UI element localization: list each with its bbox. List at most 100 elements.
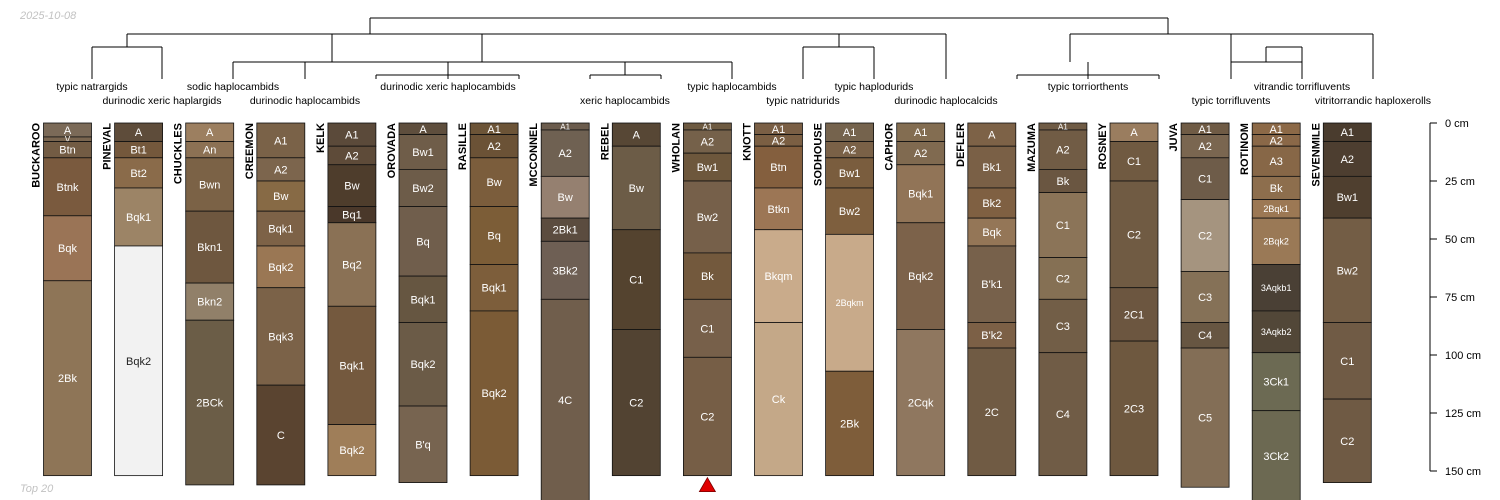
horizon-label: Bkn2 [197,297,222,309]
horizon-label: Bw2 [1337,265,1358,277]
horizon-label: Bw1 [1337,192,1358,204]
horizon-label: 2C [985,407,999,419]
horizon-label: 3Ck2 [1263,451,1289,463]
horizon-label: Btn [770,162,787,174]
horizon-rect [683,356,732,477]
horizon-label: A2 [274,164,287,176]
horizon-label: Bw [344,181,359,193]
horizon-label: Bqk3 [268,331,293,343]
horizon-label: A1 [843,127,856,139]
horizon-label: 2Cqk [908,398,934,410]
horizon-label: Bw [558,192,573,204]
horizon-label: C1 [1056,220,1070,232]
horizon-rect [540,298,590,500]
profile-name: ROSNEY [1097,122,1109,169]
horizon-rect [1251,145,1301,177]
horizon-label: Bqk1 [126,212,151,224]
horizon-rect [256,384,306,486]
profile-name: KELK [315,123,327,153]
horizon-rect [1038,257,1088,300]
horizon-label: C4 [1198,330,1212,342]
dendrogram [91,17,1374,79]
horizon-rect [1180,322,1230,349]
horizon-label: Bw2 [412,183,433,195]
taxon-label: durinodic haplocambids [250,95,360,107]
horizon-label: 3Aqkb2 [1261,327,1292,337]
horizon-label: Bqk1 [908,189,933,201]
profile-name: MAZUMA [1026,123,1038,172]
profile-name: REBEL [599,123,611,161]
profile-name: MCCONNEL [528,123,540,187]
horizon-label: C1 [1127,156,1141,168]
horizon-rect [1109,340,1159,477]
depth-tick-label: 75 cm [1445,292,1475,304]
horizon-rect [1038,298,1088,354]
horizon-rect [1038,129,1088,170]
soil-profile: A An Bwn Bkn1 Bkn2 2BCk CHUCKLES [173,122,235,486]
horizon-label: A [633,130,641,142]
soil-profile: A1 A2 C1 C2 C3 C4 C5 JUVA [1168,122,1230,488]
horizon-rect [754,145,803,189]
horizon-label: 3Ck1 [1263,377,1289,389]
taxon-label: durinodic xeric haplocambids [380,81,515,93]
horizon-rect [754,187,803,231]
taxon-label: durinodic haplocalcids [894,95,997,107]
soil-profile: A1 A2 Bw1 Bw2 Bk C1 C2 WHOLAN [670,122,732,493]
horizon-label: 2Bk1 [553,225,578,237]
taxon-labels: typic natrargids durinodic xeric haplargi… [56,81,1431,107]
horizon-label: C2 [1340,436,1354,448]
horizon-rect [1180,271,1230,323]
horizon-label: A2 [1341,154,1354,166]
horizon-label: Bqk [982,227,1001,239]
horizon-rect [398,134,448,170]
horizon-rect [185,210,235,284]
footer-label: Top 20 [20,483,54,495]
horizon-label: A [206,127,214,139]
horizon-rect [896,329,946,477]
profile-name: CHUCKLES [173,123,185,184]
horizon-rect [611,229,661,330]
horizon-rect [469,310,519,477]
depth-axis: 0 cm 25 cm 50 cm 75 cm 100 cm 125 cm 150 cm [1429,118,1481,478]
horizon-rect [43,215,92,282]
soil-profile: A1 A2 Bw 2Bk1 3Bk2 4C MCCONNEL [528,122,590,500]
horizon-rect [114,245,163,477]
horizon-rect [754,229,803,323]
horizon-label: C3 [1198,292,1212,304]
horizon-rect [1038,192,1088,258]
taxon-label: typic natridurids [766,95,840,107]
horizon-label: A2 [914,148,927,160]
horizon-rect [256,245,306,289]
horizon-label: A1 [1341,127,1354,139]
horizon-rect [611,329,661,477]
horizon-label: A2 [843,145,856,157]
taxon-label: vitritorrandic haploxerolls [1315,95,1431,107]
profile-name: ROTINOM [1239,123,1251,175]
soil-profile: A Bk1 Bk2 Bqk B'k1 B'k2 2C DEFLER [955,122,1017,477]
horizon-rect [185,319,235,486]
horizon-label: C1 [700,323,714,335]
horizon-rect [256,287,306,386]
horizon-label: Bkn1 [197,242,222,254]
horizon-rect [469,264,519,312]
horizon-label: Bw1 [412,147,433,159]
taxon-label: sodic haplocambids [187,81,279,93]
horizon-label: A1 [1269,124,1282,136]
horizon-label: Bt1 [130,145,147,157]
profile-name: KNOTT [742,123,754,161]
horizon-label: Bqk2 [339,445,364,457]
depth-tick-label: 50 cm [1445,234,1475,246]
horizon-rect [683,180,732,254]
horizon-label: C1 [1198,174,1212,186]
soil-profile: A1 A2 Bk C1 C2 C3 C4 MAZUMA [1026,122,1088,477]
horizon-label: Bk [1056,176,1069,188]
horizon-label: B'k2 [981,330,1002,342]
horizon-label: 2BCk [196,398,223,410]
horizon-label: C1 [629,275,643,287]
taxon-label: typic haplodurids [835,81,914,93]
horizon-label: Bw1 [697,162,718,174]
soil-profile: A Bt1 Bt2 Bqk1 Bqk2 PINEVAL [102,122,163,477]
horizon-rect [1180,199,1230,272]
horizon-label: 4C [558,395,572,407]
